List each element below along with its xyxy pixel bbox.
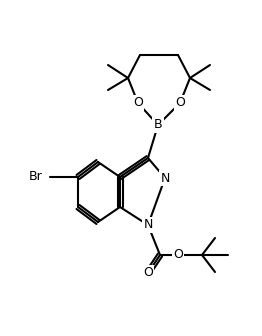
Text: B: B: [154, 119, 162, 131]
Text: O: O: [143, 266, 153, 280]
Text: N: N: [143, 218, 153, 232]
Text: O: O: [173, 249, 183, 261]
Text: Br: Br: [29, 170, 43, 183]
Text: O: O: [133, 96, 143, 110]
Text: N: N: [160, 171, 170, 184]
Text: O: O: [175, 96, 185, 110]
